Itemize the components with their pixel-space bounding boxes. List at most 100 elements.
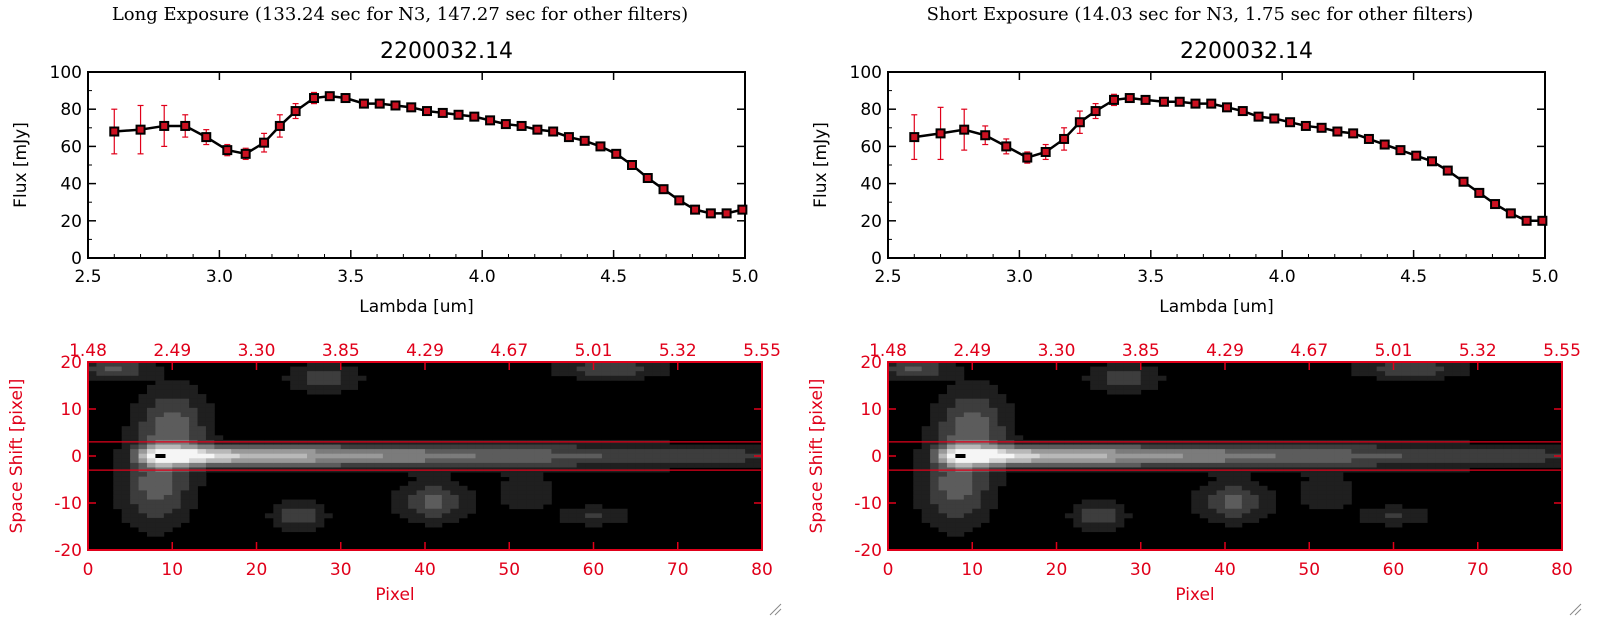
heatmap-cell [1376, 508, 1386, 514]
heatmap-cell [1444, 371, 1453, 377]
y-axis-label: Flux [mJy] [11, 122, 31, 208]
heatmap-cell [1477, 444, 1487, 450]
heatmap-cell [610, 513, 620, 519]
heatmap-cell [298, 375, 308, 381]
heatmap-cell [1115, 371, 1125, 377]
y-tick-label: -10 [854, 494, 882, 514]
heatmap-cell [205, 458, 215, 464]
heatmap-cell [391, 490, 401, 496]
heatmap-cell [1267, 499, 1276, 505]
heatmap-cell [138, 508, 148, 514]
x-tick-label: 5.0 [731, 267, 758, 287]
y-axis-label: Space Shift [pixel] [807, 379, 827, 534]
heatmap-cell [391, 494, 401, 500]
heatmap-cell [273, 453, 283, 459]
heatmap-cell [298, 384, 308, 390]
heatmap-cell [146, 403, 156, 409]
heatmap-cell [1225, 494, 1234, 500]
data-point [1395, 145, 1406, 156]
data-point [1158, 96, 1169, 107]
heatmap-cell [938, 394, 948, 400]
heatmap-cell [155, 366, 165, 372]
heatmap-cell [1149, 453, 1158, 459]
heatmap-cell [930, 494, 939, 500]
x-tick-label: 40 [1214, 560, 1236, 580]
heatmap-cell [197, 417, 207, 423]
heatmap-cell [399, 499, 409, 505]
heatmap-cell [399, 458, 409, 464]
data-point [516, 120, 527, 131]
heatmap-cell [500, 490, 510, 496]
x-tick-label: 2.5 [74, 267, 101, 287]
heatmap-cell [1393, 513, 1403, 519]
heatmap-cell [1216, 485, 1226, 491]
heatmap-cell [1317, 453, 1327, 459]
heatmap-cell [972, 504, 982, 510]
heatmap-cell [1123, 366, 1133, 372]
heatmap-cell [635, 375, 645, 381]
heatmap-cell [1326, 458, 1335, 464]
x-axis-label: Lambda [um] [1159, 297, 1273, 317]
heatmap-cell [1418, 366, 1428, 372]
heatmap-cell [1107, 504, 1116, 510]
heatmap-cell [972, 407, 982, 413]
heatmap-cell [1199, 494, 1209, 500]
heatmap-cell [904, 375, 914, 381]
heatmap-cell [955, 380, 965, 386]
heatmap-cell [517, 499, 527, 505]
heatmap-cell [1435, 444, 1445, 450]
heatmap-cell [921, 444, 931, 450]
heatmap-cell [1123, 380, 1133, 386]
heatmap-cell [1317, 449, 1327, 455]
heatmap-cell [189, 449, 198, 455]
heatmap-cell [197, 462, 207, 468]
heatmap-cell [1275, 453, 1285, 459]
heatmap-cell [593, 513, 603, 519]
heatmap-cell [500, 485, 510, 491]
heatmap-cell [155, 389, 165, 395]
heatmap-cell [1233, 504, 1243, 510]
heatmap-cell [163, 403, 173, 409]
heatmap-cell [989, 462, 998, 468]
heatmap-cell [298, 371, 308, 377]
heatmap-cell [408, 472, 417, 478]
heatmap-cell [1376, 449, 1386, 455]
heatmap-cell [391, 504, 401, 510]
heatmap-cell [1385, 444, 1394, 450]
heatmap-cell [921, 504, 931, 510]
heatmap-cell [921, 449, 931, 455]
heatmap-cell [509, 458, 519, 464]
heatmap-cell [433, 513, 443, 519]
heatmap-cell [517, 444, 527, 450]
heatmap-cell [1267, 444, 1276, 450]
heatmap-cell [711, 449, 721, 455]
heatmap-cell [955, 426, 965, 432]
heatmap-cell [155, 417, 165, 423]
heatmap-cell [197, 444, 207, 450]
heatmap-cell [1216, 494, 1226, 500]
heatmap-cell [1107, 508, 1116, 514]
heatmap-cell [264, 453, 274, 459]
resize-grip-icon[interactable] [1568, 602, 1582, 616]
heatmap-cell [1267, 462, 1276, 468]
heatmap-cell [955, 508, 965, 514]
heatmap-cell [1309, 481, 1319, 487]
heatmap-cell [1216, 490, 1226, 496]
heatmap-cell [205, 407, 215, 413]
heatmap-cell [425, 490, 434, 496]
heatmap-cell [155, 531, 165, 537]
heatmap-cell [205, 462, 215, 468]
heatmap-cell [323, 371, 333, 377]
heatmap-cell [382, 444, 392, 450]
heatmap-cell [1393, 508, 1403, 514]
heatmap-cell [1334, 504, 1344, 510]
heatmap-cell [332, 453, 342, 459]
heatmap-cell [921, 458, 931, 464]
heatmap-cell [921, 513, 931, 519]
heatmap-cell [1005, 458, 1015, 464]
heatmap-cell [264, 458, 274, 464]
heatmap-cell [1545, 462, 1554, 468]
heatmap-cell [416, 472, 426, 478]
resize-grip-icon[interactable] [768, 602, 782, 616]
heatmap-cell [88, 371, 97, 377]
